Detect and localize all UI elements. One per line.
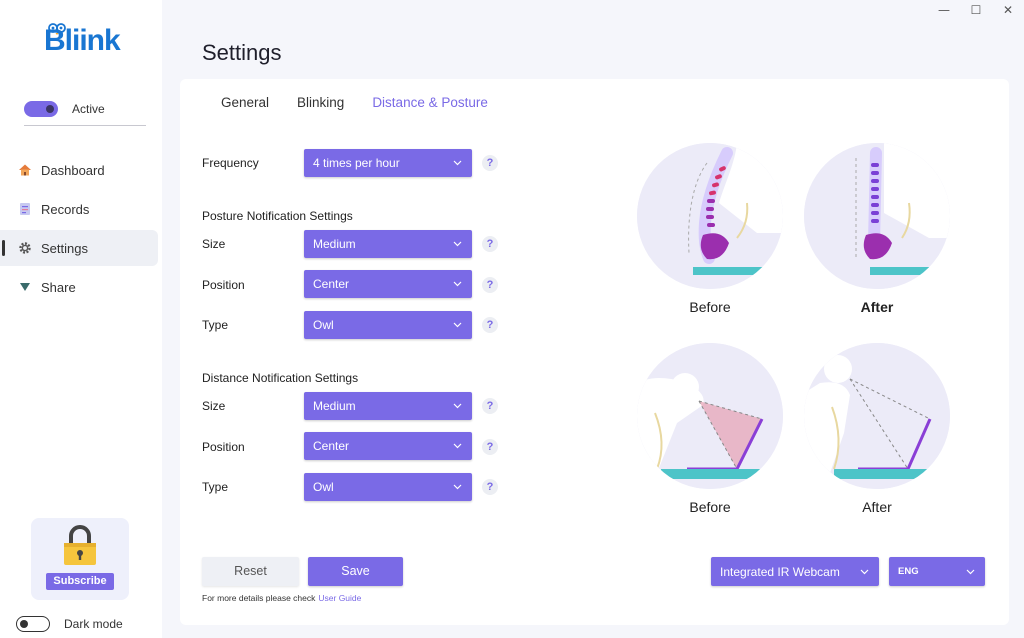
distance-size-value: Medium <box>313 399 356 413</box>
distance-after-label: After <box>862 499 892 515</box>
footnote-text: For more details please check <box>202 593 316 603</box>
posture-type-select[interactable]: Owl <box>304 311 472 339</box>
posture-type-label: Type <box>202 318 229 332</box>
user-guide-link[interactable]: User Guide <box>318 593 362 603</box>
posture-size-value: Medium <box>313 237 356 251</box>
help-icon[interactable]: ? <box>482 236 498 252</box>
chevron-down-icon <box>453 281 462 287</box>
distance-after-illustration <box>804 343 950 489</box>
chevron-down-icon <box>453 484 462 490</box>
posture-after-illustration <box>804 143 950 289</box>
app-logo: Bliink <box>44 23 121 56</box>
owl-icon <box>48 23 66 35</box>
language-value: ENG <box>898 566 919 577</box>
posture-after-label: After <box>860 299 894 315</box>
posture-position-label: Position <box>202 278 245 292</box>
distance-type-select[interactable]: Owl <box>304 473 472 501</box>
chevron-down-icon <box>453 160 462 166</box>
chevron-down-icon <box>453 443 462 449</box>
home-icon <box>18 163 32 177</box>
frequency-select[interactable]: 4 times per hour <box>304 149 472 177</box>
sidebar-item-share[interactable]: Share <box>0 269 158 305</box>
chevron-down-icon <box>453 241 462 247</box>
distance-position-label: Position <box>202 440 245 454</box>
posture-size-label: Size <box>202 237 226 251</box>
window-controls: — ☐ ✕ <box>928 0 1024 20</box>
tab-blinking[interactable]: Blinking <box>297 95 345 110</box>
distance-type-label: Type <box>202 480 229 494</box>
posture-before-label: Before <box>689 299 731 315</box>
tab-distance-posture[interactable]: Distance & Posture <box>372 95 488 110</box>
close-button[interactable]: ✕ <box>1002 3 1014 17</box>
page-title: Settings <box>202 40 282 65</box>
distance-before-label: Before <box>689 499 731 515</box>
posture-position-select[interactable]: Center <box>304 270 472 298</box>
save-button[interactable]: Save <box>308 557 403 586</box>
share-icon <box>18 280 32 294</box>
settings-panel: General Blinking Distance & Posture Freq… <box>180 79 1009 625</box>
posture-before-illustration <box>637 143 783 289</box>
reset-button[interactable]: Reset <box>202 557 299 586</box>
posture-type-value: Owl <box>313 318 334 332</box>
subscribe-button[interactable]: Subscribe <box>46 573 114 590</box>
lock-icon <box>64 525 96 565</box>
dark-mode-label: Dark mode <box>64 617 123 631</box>
help-icon[interactable]: ? <box>482 398 498 414</box>
help-icon[interactable]: ? <box>482 277 498 293</box>
help-icon[interactable]: ? <box>482 439 498 455</box>
chevron-down-icon <box>860 569 869 575</box>
webcam-value: Integrated IR Webcam <box>720 564 840 579</box>
distance-position-select[interactable]: Center <box>304 432 472 460</box>
distance-type-value: Owl <box>313 480 334 494</box>
dark-mode-toggle[interactable] <box>16 616 50 632</box>
help-icon[interactable]: ? <box>482 479 498 495</box>
posture-section-title: Posture Notification Settings <box>202 209 353 223</box>
distance-section-title: Distance Notification Settings <box>202 371 359 385</box>
distance-position-value: Center <box>313 439 350 453</box>
active-label: Active <box>72 102 105 116</box>
sidebar-item-label: Dashboard <box>41 162 105 178</box>
distance-size-label: Size <box>202 399 226 413</box>
sidebar-item-records[interactable]: Records <box>0 191 158 227</box>
webcam-select[interactable]: Integrated IR Webcam <box>711 557 879 586</box>
settings-tabs: General Blinking Distance & Posture <box>221 95 516 110</box>
active-toggle-row: Active <box>24 101 146 126</box>
gear-icon <box>18 241 32 255</box>
sidebar-item-settings[interactable]: Settings <box>0 230 158 266</box>
maximize-button[interactable]: ☐ <box>970 3 982 17</box>
language-select[interactable]: ENG <box>889 557 985 586</box>
frequency-value: 4 times per hour <box>313 156 400 170</box>
tab-general[interactable]: General <box>221 95 270 110</box>
minimize-button[interactable]: — <box>938 3 950 17</box>
chevron-down-icon <box>453 322 462 328</box>
sidebar-nav: Dashboard Records Settings Share <box>0 152 162 308</box>
help-icon[interactable]: ? <box>482 317 498 333</box>
posture-size-select[interactable]: Medium <box>304 230 472 258</box>
sidebar: Bliink Active Dashboard Records Settings <box>0 0 162 638</box>
distance-size-select[interactable]: Medium <box>304 392 472 420</box>
subscribe-card: Subscribe <box>31 518 129 600</box>
chevron-down-icon <box>453 403 462 409</box>
dark-mode-row: Dark mode <box>16 616 123 632</box>
distance-before-illustration <box>637 343 783 489</box>
posture-position-value: Center <box>313 277 350 291</box>
sidebar-item-label: Settings <box>41 240 88 256</box>
footnote: For more details please check User Guide <box>202 593 361 603</box>
active-toggle[interactable] <box>24 101 58 117</box>
sidebar-item-dashboard[interactable]: Dashboard <box>0 152 158 188</box>
frequency-label: Frequency <box>202 156 259 170</box>
sidebar-item-label: Share <box>41 279 76 295</box>
records-icon <box>18 202 32 216</box>
chevron-down-icon <box>966 569 975 575</box>
sidebar-item-label: Records <box>41 201 90 217</box>
help-icon[interactable]: ? <box>482 155 498 171</box>
